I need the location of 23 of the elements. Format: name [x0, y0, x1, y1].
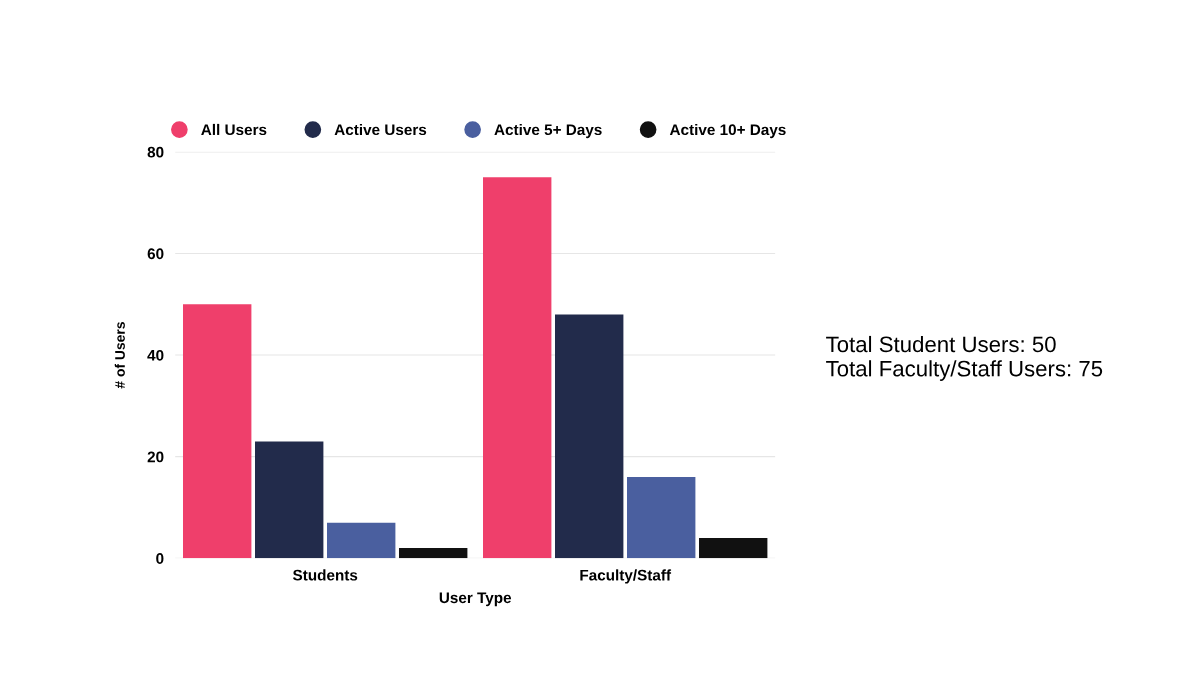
bar [483, 177, 552, 559]
legend-label: Active Users [334, 123, 427, 136]
bar [183, 304, 252, 559]
x-tick-label: Students [292, 569, 358, 581]
y-tick-label: 0 [156, 553, 164, 564]
y-tick-label: 60 [147, 248, 164, 260]
x-tick-label: Faculty/Staff [580, 569, 672, 584]
y-tick-label: 80 [147, 146, 164, 158]
y-tick-label: 20 [147, 451, 164, 463]
y-axis-title: # of Users [114, 322, 125, 389]
bar [255, 441, 324, 559]
x-axis-title: User Type [439, 592, 512, 607]
y-tick-label: 40 [147, 349, 164, 361]
bar [327, 522, 396, 559]
bar [399, 548, 468, 559]
bar [555, 314, 624, 559]
legend-label: All Users [201, 123, 267, 136]
legend-label: Active 5+ Days [494, 123, 602, 139]
bar [699, 537, 768, 559]
bar [627, 476, 696, 559]
legend-label: Active 10+ Days [669, 123, 786, 139]
text: Total Student Users: 50 [826, 335, 1056, 353]
text: Total Faculty/Staff Users: 75 [826, 360, 1103, 381]
